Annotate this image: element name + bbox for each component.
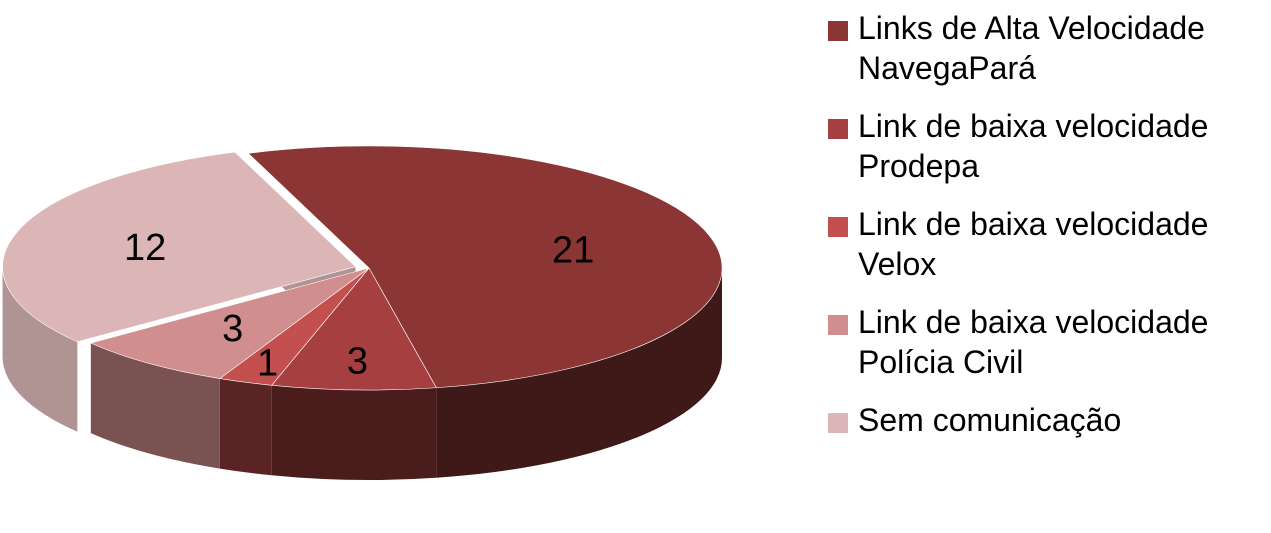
- legend: Links de Alta Velocidade NavegaPará Link…: [826, 8, 1266, 458]
- pie-slice-policia-civil: [89, 267, 370, 379]
- legend-item-policia-civil: Link de baixa velocidade Polícia Civil: [826, 302, 1266, 382]
- legend-swatch-navegapara: [828, 21, 848, 41]
- legend-item-navegapara: Links de Alta Velocidade NavegaPará: [826, 8, 1266, 88]
- data-label-sem-comunicacao: 12: [124, 227, 166, 269]
- data-label-navegapara: 21: [552, 229, 594, 271]
- legend-label-velox: Link de baixa velocidade Velox: [858, 206, 1209, 282]
- pie-top-faces: [2, 145, 723, 391]
- data-label-policia-civil: 3: [222, 308, 243, 350]
- legend-item-sem-comunicacao: Sem comunicação: [826, 400, 1266, 440]
- legend-swatch-prodepa: [828, 119, 848, 139]
- legend-label-policia-civil: Link de baixa velocidade Polícia Civil: [858, 304, 1209, 380]
- legend-swatch-sem-comunicacao: [828, 413, 848, 433]
- pie-side-prodepa: [271, 385, 437, 480]
- legend-swatch-velox: [828, 217, 848, 237]
- legend-item-prodepa: Link de baixa velocidade Prodepa: [826, 106, 1266, 186]
- legend-swatch-policia-civil: [828, 315, 848, 335]
- data-label-velox: 1: [257, 343, 278, 385]
- pie-side-navegapara: [436, 268, 722, 478]
- pie-slice-prodepa: [271, 267, 437, 391]
- pie-slice-sem-comunicacao: [2, 151, 357, 343]
- pie-slice-navegapara: [247, 145, 723, 389]
- legend-label-prodepa: Link de baixa velocidade Prodepa: [858, 108, 1209, 184]
- pie-side-sem-comunicacao: [2, 266, 78, 432]
- legend-item-velox: Link de baixa velocidade Velox: [826, 204, 1266, 284]
- legend-label-navegapara: Links de Alta Velocidade NavegaPará: [858, 10, 1205, 86]
- data-label-prodepa: 3: [347, 340, 368, 382]
- pie-side-policia-civil: [90, 343, 220, 469]
- pie-side-walls: [2, 152, 722, 480]
- pie-side-velox: [219, 378, 272, 476]
- legend-label-sem-comunicacao: Sem comunicação: [858, 402, 1122, 438]
